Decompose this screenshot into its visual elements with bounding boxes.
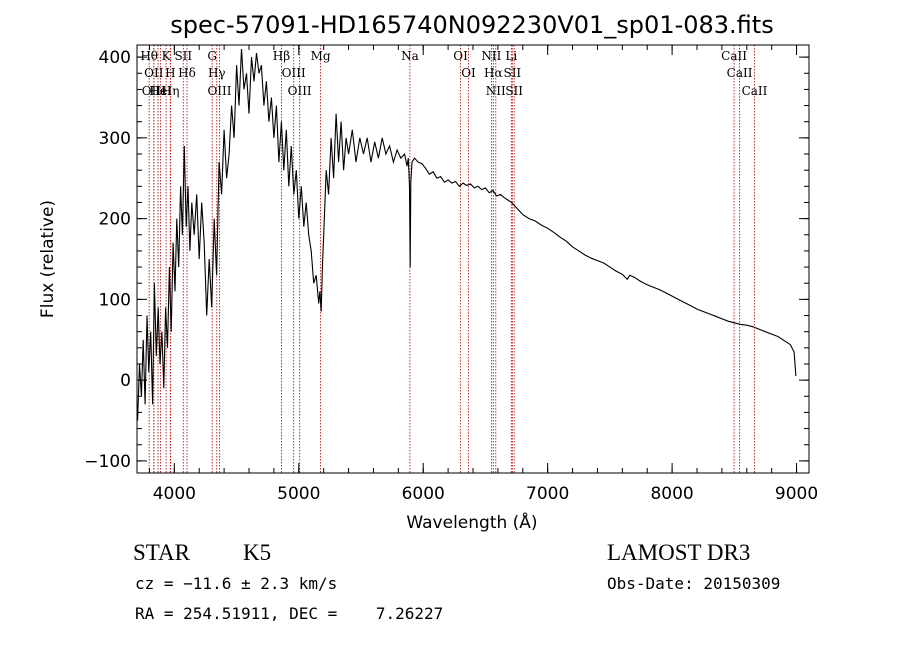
line-label: HeI — [149, 84, 172, 98]
survey-name: LAMOST DR3 — [607, 540, 750, 565]
redshift-info: cz = −11.6 ± 2.3 km/s — [135, 574, 337, 593]
line-label: CaII — [727, 66, 753, 80]
y-tick-label: 300 — [99, 129, 131, 149]
y-tick-label: 0 — [120, 371, 131, 391]
x-axis-ticks: 4000 5000 6000 7000 8000 9000 — [148, 45, 818, 504]
line-label: Mg — [311, 49, 331, 63]
line-label: Hβ — [273, 49, 290, 63]
spectral-line-labels: HθOIIOIIIHεHeIKHHηSIIHδGHγOIIIHβOIIIOIII… — [140, 49, 767, 98]
object-subclass: K5 — [243, 540, 271, 565]
line-label: NII — [481, 49, 501, 63]
y-axis-label: Flux (relative) — [38, 200, 58, 318]
obs-date: Obs-Date: 20150309 — [607, 574, 780, 593]
line-label: Li — [505, 49, 517, 63]
y-tick-label: 400 — [99, 48, 131, 68]
x-tick-label: 9000 — [775, 484, 818, 504]
line-label: OII — [144, 66, 164, 80]
line-label: Hδ — [178, 66, 196, 80]
line-label: Hα — [484, 66, 503, 80]
y-axis-ticks: −100 0 100 200 300 400 — [84, 48, 809, 472]
y-tick-label: 200 — [99, 210, 131, 230]
line-label: SII — [174, 49, 192, 63]
line-label: OIII — [288, 84, 312, 98]
line-label: Hγ — [208, 66, 226, 80]
line-label: K — [162, 49, 172, 63]
line-label: CaII — [721, 49, 747, 63]
x-tick-label: 6000 — [402, 484, 445, 504]
line-label: OI — [461, 66, 476, 80]
spectral-line-markers — [148, 45, 755, 473]
line-label: H — [165, 66, 175, 80]
object-class: STAR — [133, 540, 191, 565]
line-label: Hη — [162, 84, 180, 98]
spectrum-line — [137, 48, 797, 421]
y-tick-label: 100 — [99, 290, 131, 310]
line-label: Hθ — [140, 49, 158, 63]
line-label: CaII — [742, 84, 768, 98]
x-axis-label: Wavelength (Å) — [406, 511, 537, 533]
line-label: OI — [453, 49, 468, 63]
x-tick-label: 4000 — [153, 484, 196, 504]
x-tick-label: 5000 — [277, 484, 320, 504]
line-label: G — [207, 49, 217, 63]
line-label: OIII — [207, 84, 231, 98]
line-label: Na — [401, 49, 419, 63]
line-label: SII — [505, 84, 523, 98]
x-tick-label: 7000 — [526, 484, 569, 504]
line-label: OIII — [142, 84, 166, 98]
y-tick-label: −100 — [84, 452, 131, 472]
line-label: OIII — [282, 66, 306, 80]
x-tick-label: 8000 — [650, 484, 693, 504]
line-label: SII — [503, 66, 521, 80]
coordinates: RA = 254.51911, DEC = 7.26227 — [135, 604, 443, 623]
chart-title: spec-57091-HD165740N092230V01_sp01-083.f… — [170, 11, 773, 39]
line-label: NII — [486, 84, 506, 98]
plot-frame — [136, 44, 810, 474]
line-label: Hε — [150, 84, 167, 98]
